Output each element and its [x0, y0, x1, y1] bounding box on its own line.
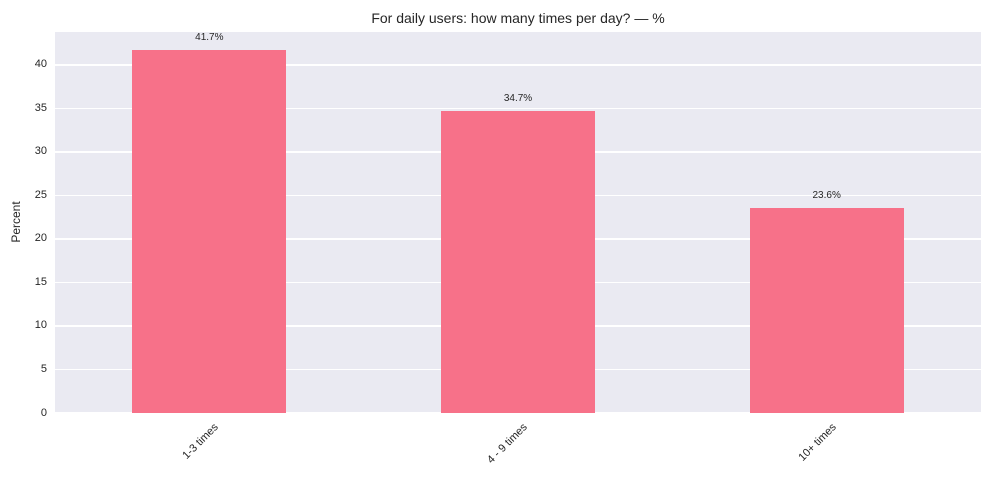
bar-value-label: 41.7% — [195, 32, 224, 44]
y-tick-label: 20 — [34, 232, 47, 245]
chart-title: For daily users: how many times per day?… — [371, 10, 665, 26]
y-tick-label: 25 — [34, 188, 47, 201]
x-tick-label: 10+ times — [796, 421, 839, 464]
y-tick-label: 40 — [34, 58, 47, 71]
y-tick-label: 30 — [34, 145, 47, 158]
plot-area: 41.7% 34.7% 23.6% — [55, 32, 981, 414]
bar-2 — [441, 111, 595, 413]
bar-value-label: 34.7% — [503, 93, 533, 105]
y-tick-label: 15 — [34, 275, 47, 288]
bar-3 — [750, 207, 904, 413]
y-axis-label: Percent — [9, 201, 23, 243]
bar-1 — [132, 50, 286, 413]
x-tick-label: 1-3 times — [180, 421, 222, 462]
gridline-y-35 — [55, 107, 981, 110]
y-tick-label: 5 — [40, 362, 47, 375]
bar-value-label: 23.6% — [812, 189, 841, 201]
y-tick-label: 35 — [34, 101, 47, 114]
x-tick-label: 4 - 9 times — [484, 421, 530, 467]
y-tick-label: 10 — [34, 319, 47, 332]
gridline-y-40 — [55, 64, 981, 66]
y-tick-label: 0 — [40, 406, 47, 419]
